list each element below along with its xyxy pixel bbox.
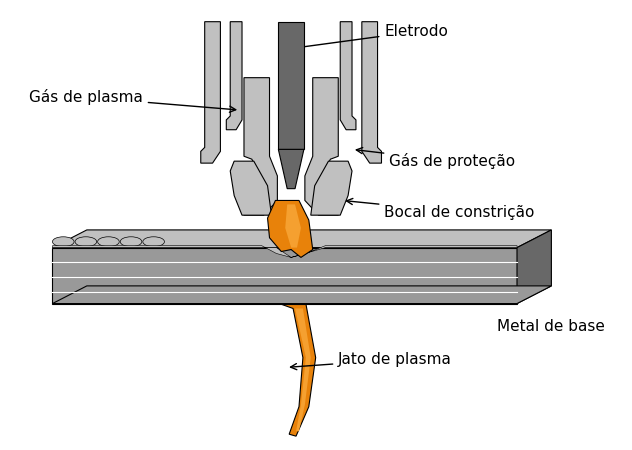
Polygon shape xyxy=(279,304,315,436)
Text: Bocal de constrição: Bocal de constrição xyxy=(346,198,535,220)
Ellipse shape xyxy=(52,237,74,247)
Polygon shape xyxy=(278,149,304,189)
Polygon shape xyxy=(517,230,551,304)
Ellipse shape xyxy=(143,237,164,247)
Text: Eletrodo: Eletrodo xyxy=(298,24,448,50)
Polygon shape xyxy=(305,78,338,215)
Polygon shape xyxy=(52,230,551,248)
Polygon shape xyxy=(362,22,382,163)
Text: Gás de plasma: Gás de plasma xyxy=(29,89,236,112)
Polygon shape xyxy=(52,246,517,257)
Polygon shape xyxy=(295,309,311,431)
Ellipse shape xyxy=(75,237,97,247)
Polygon shape xyxy=(226,22,242,130)
Polygon shape xyxy=(340,22,356,130)
Polygon shape xyxy=(52,248,517,304)
Ellipse shape xyxy=(120,237,142,247)
Polygon shape xyxy=(230,161,272,215)
Polygon shape xyxy=(244,78,277,215)
Polygon shape xyxy=(201,22,221,163)
Text: Jato de plasma: Jato de plasma xyxy=(291,352,452,370)
Polygon shape xyxy=(285,204,301,248)
Polygon shape xyxy=(52,286,551,304)
Ellipse shape xyxy=(97,237,119,247)
Text: Metal de base: Metal de base xyxy=(497,319,605,333)
Polygon shape xyxy=(267,200,313,257)
Polygon shape xyxy=(311,161,352,215)
Text: Gás de proteção: Gás de proteção xyxy=(356,148,516,169)
Polygon shape xyxy=(278,22,304,149)
